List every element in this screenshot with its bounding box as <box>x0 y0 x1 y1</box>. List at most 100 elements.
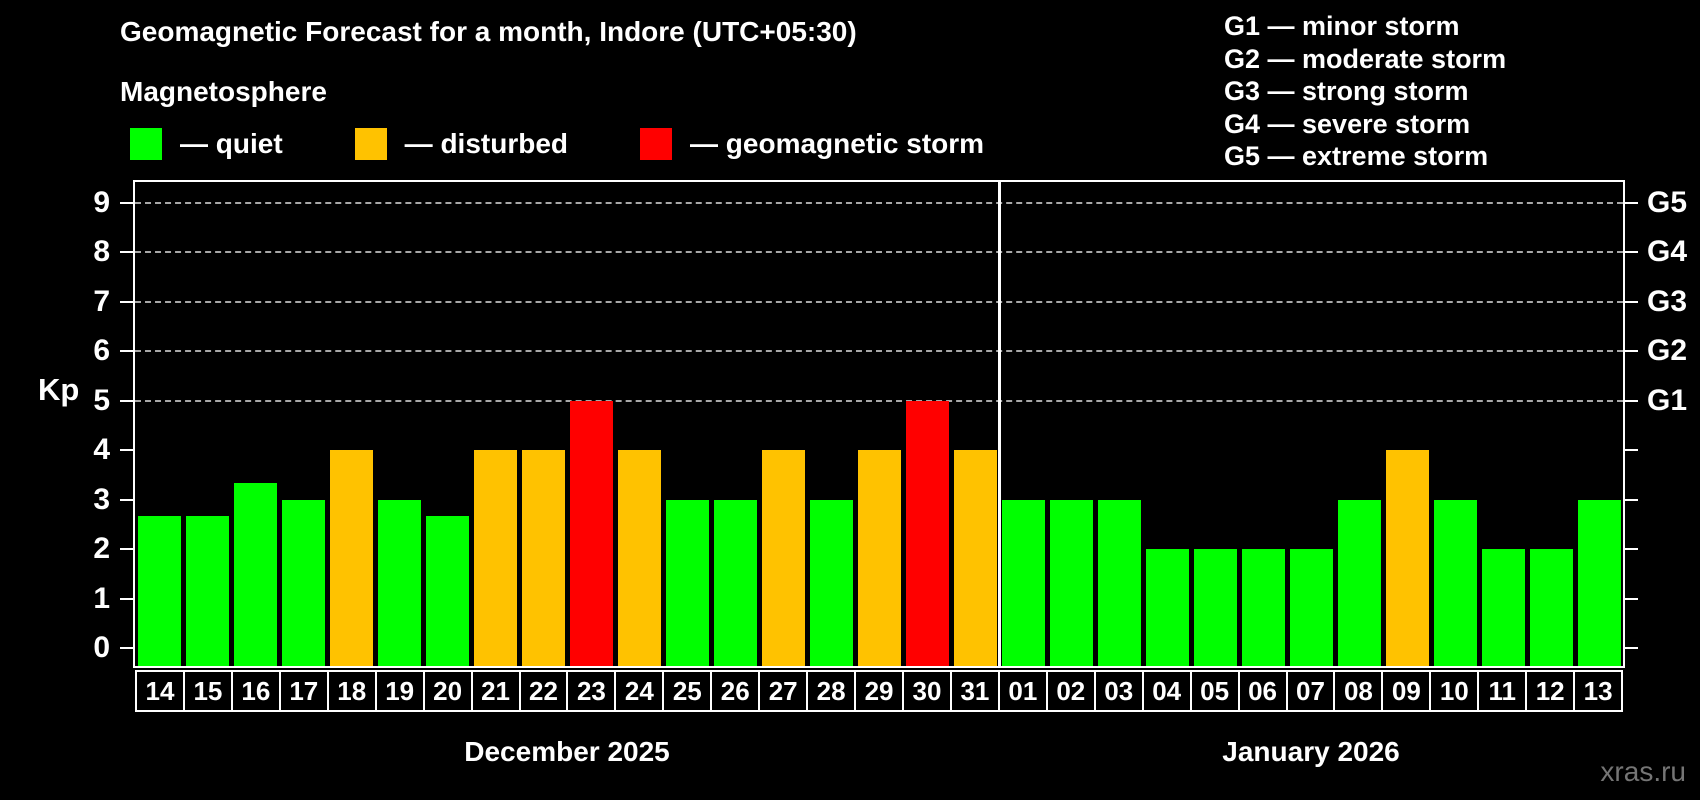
kp-bar-day-28 <box>809 499 853 666</box>
date-box-31: 31 <box>949 670 1000 712</box>
left-tick-kp9 <box>120 201 133 204</box>
kp-bar-day-16 <box>233 483 277 666</box>
y-tick-label-4: 4 <box>93 433 110 467</box>
kp-bar-day-06 <box>1241 549 1285 666</box>
date-box-26: 26 <box>710 670 761 712</box>
kp-bar-day-19 <box>377 499 421 666</box>
month-divider <box>997 182 1001 666</box>
left-tick-kp6 <box>120 350 133 353</box>
legend-item-quiet: — quiet <box>130 128 283 160</box>
date-box-02: 02 <box>1045 670 1096 712</box>
kp-bar-day-08 <box>1337 499 1381 666</box>
kp-bar-day-01 <box>1001 499 1045 666</box>
right-tick-kp9 <box>1625 201 1638 204</box>
date-box-10: 10 <box>1429 670 1480 712</box>
date-box-05: 05 <box>1189 670 1240 712</box>
status-legend: — quiet — disturbed — geomagnetic storm <box>130 128 984 160</box>
g-axis-label-g5: G5 <box>1647 185 1688 219</box>
legend-item-disturbed: — disturbed <box>354 128 569 160</box>
date-box-06: 06 <box>1237 670 1288 712</box>
kp-bar-day-14 <box>137 516 181 666</box>
y-tick-label-5: 5 <box>93 383 110 417</box>
kp-bar-day-29 <box>857 450 901 666</box>
g-scale-legend-line: G1 — minor storm <box>1224 11 1460 41</box>
date-box-12: 12 <box>1525 670 1576 712</box>
right-tick-kp8 <box>1625 251 1638 254</box>
date-box-08: 08 <box>1333 670 1384 712</box>
g-scale-legend-line: G4 — severe storm <box>1224 108 1471 139</box>
y-tick-label-0: 0 <box>93 631 110 665</box>
right-tick-kp4 <box>1625 449 1638 452</box>
gridline-kp9 <box>135 201 1623 204</box>
date-box-30: 30 <box>902 670 952 712</box>
date-box-22: 22 <box>518 670 569 712</box>
y-tick-label-1: 1 <box>93 581 110 615</box>
kp-bar-day-03 <box>1097 499 1141 666</box>
y-tick-label-8: 8 <box>93 235 110 269</box>
left-tick-kp8 <box>120 251 133 254</box>
date-box-18: 18 <box>326 670 377 712</box>
date-box-04: 04 <box>1141 670 1192 712</box>
date-box-13: 13 <box>1573 670 1624 712</box>
y-tick-label-3: 3 <box>93 482 110 516</box>
right-tick-kp6 <box>1625 350 1638 353</box>
legend-label-disturbed: — disturbed <box>404 128 569 159</box>
kp-bar-day-05 <box>1193 549 1237 666</box>
kp-bar-day-17 <box>281 499 325 666</box>
right-tick-kp5 <box>1625 399 1638 402</box>
date-box-19: 19 <box>374 670 425 712</box>
legend-label-storm: — geomagnetic storm <box>690 128 985 159</box>
disturbed-color-swatch <box>354 128 387 160</box>
kp-bar-day-25 <box>665 499 709 666</box>
legend-item-storm: — geomagnetic storm <box>640 128 984 160</box>
left-tick-kp1 <box>120 597 133 600</box>
date-box-24: 24 <box>614 670 665 712</box>
kp-bar-day-21 <box>473 450 517 666</box>
kp-bar-day-31 <box>953 450 997 666</box>
left-tick-kp4 <box>120 449 133 452</box>
chart-title: Geomagnetic Forecast for a month, Indore… <box>120 16 857 47</box>
gridline-kp8 <box>135 251 1623 254</box>
y-tick-label-2: 2 <box>93 532 110 566</box>
date-box-21: 21 <box>470 670 521 712</box>
month-label-january: January 2026 <box>1222 736 1400 767</box>
date-box-14: 14 <box>135 670 185 712</box>
y-tick-label-9: 9 <box>93 185 110 219</box>
left-tick-kp7 <box>120 300 133 303</box>
kp-bar-day-09 <box>1385 450 1429 666</box>
right-tick-kp3 <box>1625 498 1638 501</box>
plot-area <box>133 180 1625 668</box>
quiet-color-swatch <box>130 128 162 160</box>
kp-bar-day-20 <box>425 516 469 666</box>
right-tick-kp0 <box>1625 647 1638 650</box>
date-box-09: 09 <box>1381 670 1432 712</box>
g-scale-legend-line: G5 — extreme storm <box>1224 141 1489 171</box>
date-box-15: 15 <box>182 670 233 712</box>
left-tick-kp0 <box>120 647 133 650</box>
g-scale-legend-line: G3 — strong storm <box>1224 76 1469 106</box>
g-axis-label-g4: G4 <box>1647 235 1688 269</box>
g-scale-legend-line: G2 — moderate storm <box>1224 43 1507 74</box>
date-box-29: 29 <box>854 670 904 712</box>
right-tick-kp1 <box>1625 597 1638 600</box>
chart-subtitle: Magnetosphere <box>120 76 327 107</box>
kp-bar-day-24 <box>617 450 661 666</box>
kp-bar-day-12 <box>1529 549 1573 666</box>
watermark: xras.ru <box>1600 756 1686 787</box>
date-box-25: 25 <box>662 670 713 712</box>
y-tick-label-7: 7 <box>93 284 110 318</box>
right-tick-kp7 <box>1625 300 1638 303</box>
y-axis-label: Kp <box>38 372 80 407</box>
g-scale-legend: G1 — minor storm G2 — moderate storm G3 … <box>1224 10 1506 173</box>
month-label-december: December 2025 <box>464 736 670 767</box>
date-box-28: 28 <box>806 670 857 712</box>
gridline-kp7 <box>135 300 1623 303</box>
date-box-03: 03 <box>1093 670 1144 712</box>
gridline-kp6 <box>135 350 1623 353</box>
kp-bar-day-13 <box>1577 499 1621 666</box>
date-box-20: 20 <box>422 670 473 712</box>
date-box-11: 11 <box>1477 670 1528 712</box>
kp-bar-day-18 <box>329 450 373 666</box>
date-box-23: 23 <box>566 670 617 712</box>
